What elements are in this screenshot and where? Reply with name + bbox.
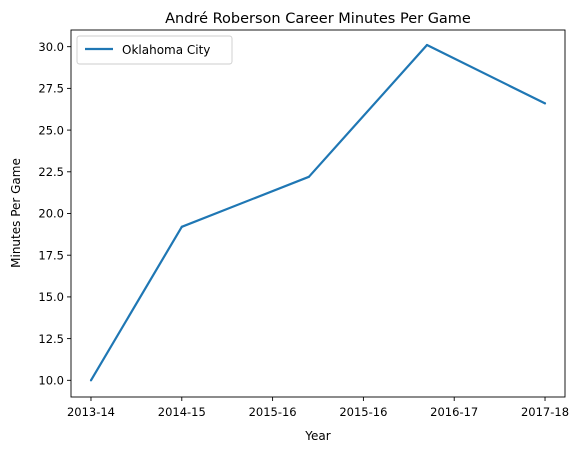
- x-tick-label: 2013-14: [67, 405, 115, 419]
- y-tick-label: 22.5: [38, 165, 64, 179]
- y-tick-label: 30.0: [38, 40, 64, 54]
- legend-box: [76, 35, 233, 65]
- axes: 10.0 12.5 15.0 17.5 20.0 22.5 25.0 27.5 30.0 2013…: [38, 40, 569, 419]
- x-axis-label: Year: [304, 429, 330, 443]
- y-tick-label: 15.0: [38, 290, 64, 304]
- x-tick-label: 2017-18: [521, 405, 569, 419]
- y-tick-label: 12.5: [38, 332, 64, 346]
- chart-title: André Roberson Career Minutes Per Game: [165, 11, 471, 27]
- y-axis-label: Minutes Per Game: [9, 158, 23, 268]
- x-tick-label: 2016-17: [430, 405, 478, 419]
- x-tick-label: 2015-16: [339, 405, 387, 419]
- legend-label: Oklahoma City: [122, 43, 210, 57]
- data-point: [89, 379, 93, 382]
- x-tick-label: 2015-16: [249, 405, 297, 419]
- y-tick-label: 20.0: [38, 207, 64, 221]
- data-point: [543, 102, 547, 105]
- y-tick-label: 25.0: [38, 123, 64, 137]
- plot-area: [89, 43, 547, 382]
- legend: Oklahoma City: [76, 35, 233, 65]
- y-tick-label: 10.0: [38, 374, 64, 388]
- y-tick-label: 17.5: [38, 248, 64, 262]
- data-point: [180, 225, 183, 228]
- data-point: [425, 43, 429, 47]
- x-tick-label: 2014-15: [158, 405, 206, 419]
- data-point: [307, 175, 311, 178]
- y-tick-label: 27.5: [38, 82, 64, 96]
